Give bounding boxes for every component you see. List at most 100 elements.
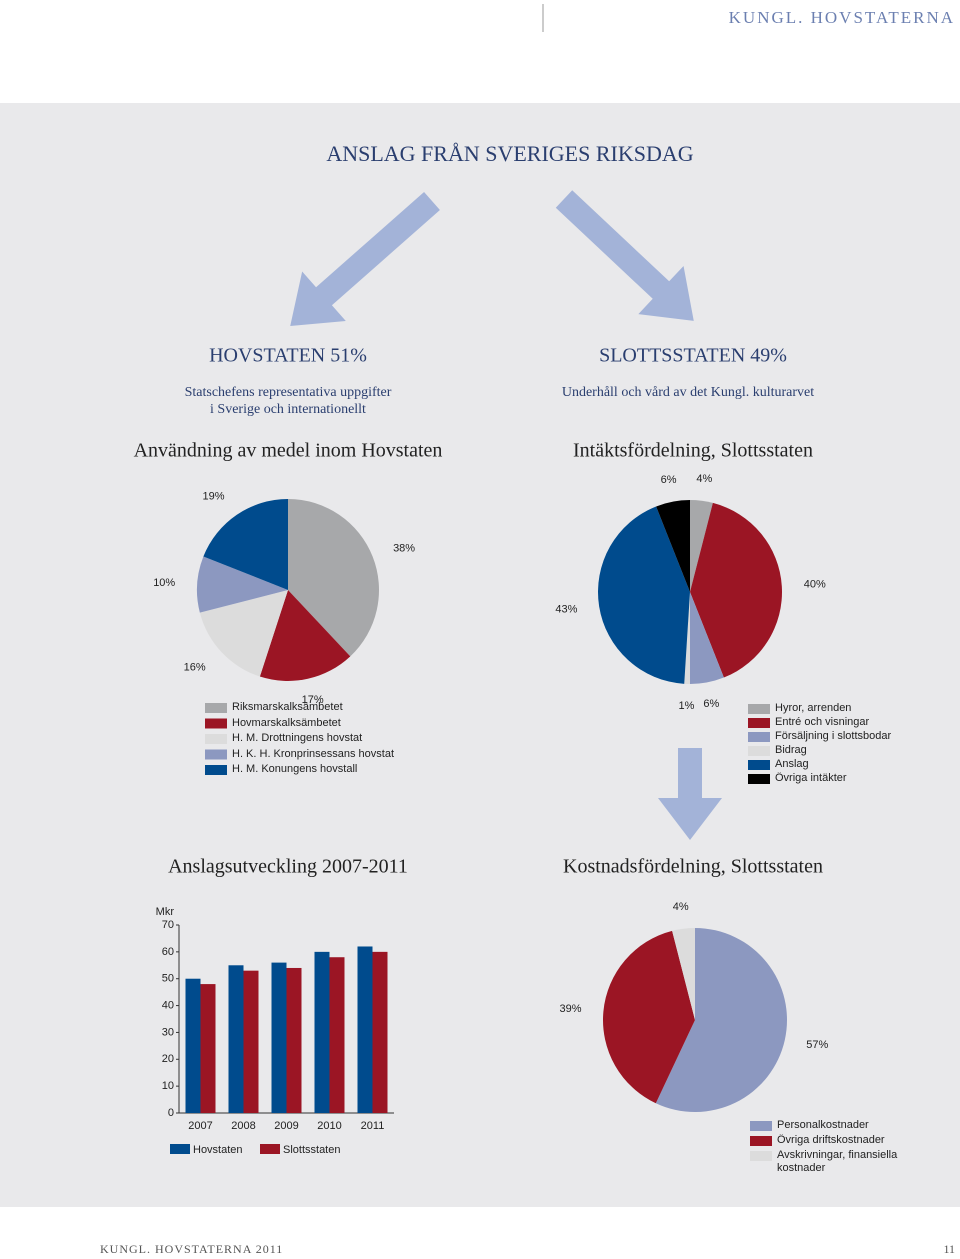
section-text: Underhåll och vård av det Kungl. kultura… bbox=[562, 385, 814, 400]
legend-label: Hovstaten bbox=[193, 1144, 243, 1156]
y-tick-label: 40 bbox=[162, 999, 174, 1011]
bar bbox=[185, 978, 201, 1113]
legend-label: Personalkostnader bbox=[777, 1119, 869, 1131]
x-tick-label: 2010 bbox=[317, 1120, 341, 1132]
legend-box: Hyror, arrenden bbox=[775, 702, 852, 714]
legend-swatch bbox=[205, 718, 227, 729]
data-label: 38% bbox=[393, 542, 415, 554]
bar bbox=[329, 957, 345, 1113]
legend-box: Anslag bbox=[775, 758, 809, 770]
y-tick-label: 60 bbox=[162, 946, 174, 958]
chart-title: Användning av medel inom Hovstaten bbox=[134, 440, 443, 462]
y-tick-label: 30 bbox=[162, 1026, 174, 1038]
legend-box: Övriga driftskostnader bbox=[777, 1134, 885, 1146]
pie-slice bbox=[684, 592, 690, 684]
y-tick-label: 20 bbox=[162, 1053, 174, 1065]
pie-slice bbox=[199, 590, 288, 677]
data-label: 19% bbox=[202, 490, 224, 502]
legend-label: Riksmarskalksämbetet bbox=[232, 701, 343, 713]
bar bbox=[271, 962, 287, 1113]
bar bbox=[243, 970, 259, 1113]
pie-slice bbox=[672, 928, 695, 1020]
bar bbox=[372, 951, 388, 1113]
data-label: 57% bbox=[806, 1039, 828, 1051]
main-title: ANSLAG FRÅN SVERIGES RIKSDAG bbox=[326, 141, 693, 166]
legend-label: Övriga driftskostnader bbox=[777, 1134, 885, 1146]
section-title: HOVSTATEN 51% bbox=[209, 345, 367, 367]
data-label: 40% bbox=[804, 579, 826, 591]
legend-label: Entré och visningar bbox=[775, 716, 870, 728]
arrow bbox=[555, 190, 694, 321]
legend-swatch bbox=[205, 734, 227, 744]
legend-swatch bbox=[205, 765, 227, 775]
legend-swatch bbox=[748, 704, 770, 714]
y-tick-label: 50 bbox=[162, 973, 174, 985]
legend-label: Hovmarskalksämbetet bbox=[232, 716, 341, 729]
legend-box: H. K. H. Kronprinsessans hovstat bbox=[232, 748, 394, 760]
x-tick-label: 2007 bbox=[188, 1120, 212, 1132]
footer: KUNGL. HOVSTATERNA 2011 bbox=[100, 1242, 283, 1256]
data-label: 6% bbox=[661, 474, 677, 486]
panel bbox=[0, 103, 960, 1207]
legend-label: Hyror, arrenden bbox=[775, 702, 852, 714]
arrow bbox=[658, 748, 722, 840]
legend-box: Övriga intäkter bbox=[775, 772, 847, 784]
data-label: 4% bbox=[696, 473, 712, 485]
section-title: SLOTTSSTATEN 49% bbox=[599, 345, 787, 367]
data-label: 6% bbox=[703, 698, 719, 710]
pie-slice bbox=[196, 556, 288, 613]
legend-swatch bbox=[748, 760, 770, 770]
legend-swatch bbox=[750, 1121, 772, 1131]
legend-box: H. M. Drottningens hovstat bbox=[232, 732, 363, 744]
legend-label: H. M. Drottningens hovstat bbox=[232, 732, 363, 744]
bar bbox=[286, 967, 302, 1113]
pie-slice bbox=[288, 499, 379, 657]
legend-swatch bbox=[750, 1136, 772, 1146]
pie-slice bbox=[690, 502, 782, 678]
data-label: 10% bbox=[153, 577, 175, 589]
bar bbox=[228, 965, 244, 1113]
data-label: 39% bbox=[559, 1003, 581, 1015]
chart-title: Kostnadsfördelning, Slottsstaten bbox=[563, 856, 823, 878]
page-number: 11 bbox=[943, 1242, 955, 1256]
header: KUNGL. HOVSTATERNA bbox=[729, 8, 955, 27]
data-label: 1% bbox=[678, 700, 694, 712]
legend-box: Bidrag bbox=[775, 744, 807, 756]
pie-slice bbox=[203, 499, 288, 590]
legend-box: Försäljning i slottsbodar bbox=[775, 730, 892, 742]
legend-box: Avskrivningar, finansiella kostnader bbox=[777, 1149, 898, 1174]
legend-swatch bbox=[748, 774, 770, 784]
pie-slice bbox=[656, 500, 690, 592]
pie-slice bbox=[690, 592, 724, 684]
legend-label: Avskrivningar, finansiella kostnader bbox=[777, 1149, 898, 1174]
x-tick-label: 2008 bbox=[231, 1120, 255, 1132]
x-tick-label: 2011 bbox=[361, 1120, 385, 1132]
pie-slice bbox=[597, 506, 690, 684]
legend-box: Riksmarskalksämbetet bbox=[232, 701, 343, 713]
legend-label: Övriga intäkter bbox=[775, 772, 847, 784]
legend-swatch bbox=[748, 732, 770, 742]
data-label: 4% bbox=[673, 901, 689, 913]
legend-swatch bbox=[205, 703, 227, 713]
bar bbox=[357, 946, 373, 1113]
legend-swatch bbox=[170, 1144, 190, 1154]
bar bbox=[314, 951, 330, 1113]
legend-swatch bbox=[205, 749, 227, 760]
y-tick-label: 0 bbox=[168, 1107, 174, 1119]
legend-box: Personalkostnader bbox=[777, 1119, 869, 1131]
legend-swatch bbox=[748, 746, 770, 756]
legend-label: Försäljning i slottsbodar bbox=[775, 730, 892, 742]
pie-slice bbox=[259, 590, 351, 681]
data-label: 16% bbox=[184, 661, 206, 673]
arrow bbox=[290, 191, 440, 326]
section-text: Statschefens representativa uppgifter bbox=[185, 385, 392, 400]
section-text: i Sverige och internationellt bbox=[210, 402, 366, 417]
data-label: 43% bbox=[555, 604, 577, 616]
legend-label: Anslag bbox=[775, 758, 809, 770]
legend-label: Bidrag bbox=[775, 744, 807, 756]
bar bbox=[200, 984, 216, 1113]
legend-box: Hovmarskalksämbetet bbox=[232, 716, 341, 729]
legend-label: H. M. Konungens hovstall bbox=[232, 763, 358, 775]
